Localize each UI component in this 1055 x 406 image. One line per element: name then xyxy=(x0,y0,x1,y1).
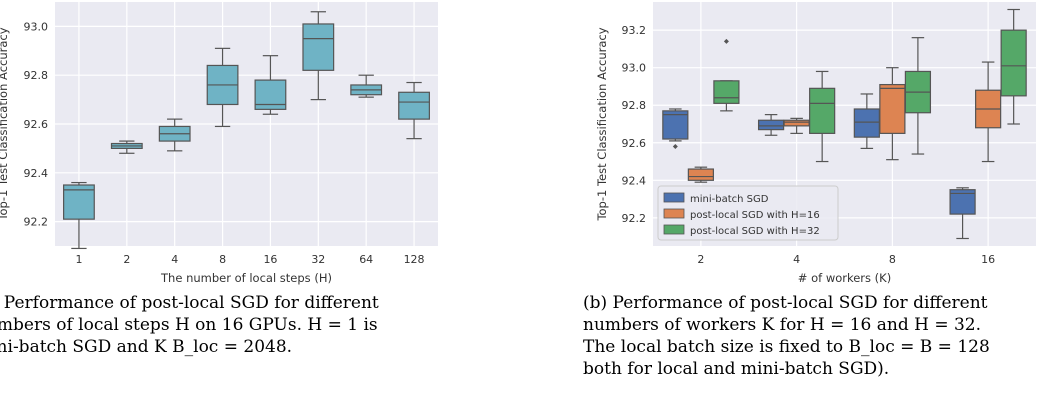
caption-a: (a) Performance of post-local SGD for di… xyxy=(0,292,379,358)
box xyxy=(783,119,810,127)
y-tick-label: 93.0 xyxy=(24,20,49,33)
x-axis-label: The number of local steps (H) xyxy=(160,271,332,285)
x-tick-label: 128 xyxy=(404,253,425,266)
x-tick-label: 4 xyxy=(793,253,800,266)
legend-label: post-local SGD with H=32 xyxy=(690,226,820,237)
box-plot-workers: 92.2 92.4 92.6 92.8 93.0 93.2 2 4 8 16 # of worker… xyxy=(595,2,1036,285)
legend-label: post-local SGD with H=16 xyxy=(690,210,820,221)
y-tick-label: 92.6 xyxy=(622,137,647,150)
y-tick-label: 92.4 xyxy=(24,167,49,180)
x-tick-label: 8 xyxy=(889,253,896,266)
caption-b-line-4: both for local and mini-batch SGD). xyxy=(583,359,890,379)
legend-swatch xyxy=(663,224,685,235)
y-tick-label: 92.2 xyxy=(622,212,647,225)
y-axis-label: Top-1 Test Classification Accuracy xyxy=(0,27,10,221)
box xyxy=(713,80,740,104)
legend-swatch xyxy=(663,208,685,219)
outlier-point xyxy=(723,38,729,44)
x-tick-label: 4 xyxy=(171,253,178,266)
y-tick-label: 93.0 xyxy=(622,62,647,75)
caption-a-line-1: (a) Performance of post-local SGD for di… xyxy=(0,293,379,313)
y-tick-label: 92.4 xyxy=(622,174,647,187)
caption-a-line-2: numbers of local steps H on 16 GPUs. H =… xyxy=(0,315,378,335)
x-tick-label: 16 xyxy=(981,253,995,266)
chart-panel-local-steps: 92.2 92.4 92.6 92.8 93.0 1 2 4 8 16 32 64 128 The num… xyxy=(0,0,460,406)
caption-a-line-3: mini-batch SGD and K B_loc = 2048. xyxy=(0,337,293,357)
box-plot-local-steps: 92.2 92.4 92.6 92.8 93.0 1 2 4 8 16 32 64 128 The num… xyxy=(0,2,438,285)
y-tick-label: 92.6 xyxy=(24,118,49,131)
box xyxy=(662,110,689,140)
y-axis-label: Top-1 Test Classification Accuracy xyxy=(595,27,609,221)
box xyxy=(302,23,335,71)
box xyxy=(398,91,430,120)
x-tick-label: 2 xyxy=(697,253,704,266)
legend xyxy=(657,185,839,241)
legend-label: mini-batch SGD xyxy=(690,194,769,205)
box xyxy=(809,87,836,134)
caption-b-line-1: (b) Performance of post-local SGD for di… xyxy=(583,293,988,313)
y-tick-label: 92.8 xyxy=(622,99,647,112)
caption-b: (b) Performance of post-local SGD for di… xyxy=(583,292,990,380)
box xyxy=(687,168,714,181)
x-tick-label: 2 xyxy=(123,253,130,266)
outlier-point xyxy=(672,144,678,150)
x-tick-label: 1 xyxy=(75,253,82,266)
y-tick-label: 92.8 xyxy=(24,69,49,82)
chart-panel-workers: 92.2 92.4 92.6 92.8 93.0 93.2 2 4 8 16 # of worker… xyxy=(560,0,1055,406)
x-tick-label: 16 xyxy=(263,253,277,266)
box xyxy=(63,184,95,220)
box xyxy=(879,83,906,134)
caption-b-line-2: numbers of workers K for H = 16 and H = … xyxy=(583,315,982,335)
caption-b-line-3: The local batch size is fixed to B_loc =… xyxy=(583,337,990,357)
y-tick-label: 92.2 xyxy=(24,216,49,229)
x-tick-label: 8 xyxy=(219,253,226,266)
legend-swatch xyxy=(663,192,685,203)
x-axis-label: # of workers (K) xyxy=(798,271,891,285)
x-tick-label: 64 xyxy=(359,253,373,266)
box xyxy=(757,119,785,131)
box xyxy=(853,108,880,138)
box xyxy=(1000,29,1027,97)
y-tick-label: 93.2 xyxy=(622,24,647,37)
x-tick-label: 32 xyxy=(311,253,325,266)
